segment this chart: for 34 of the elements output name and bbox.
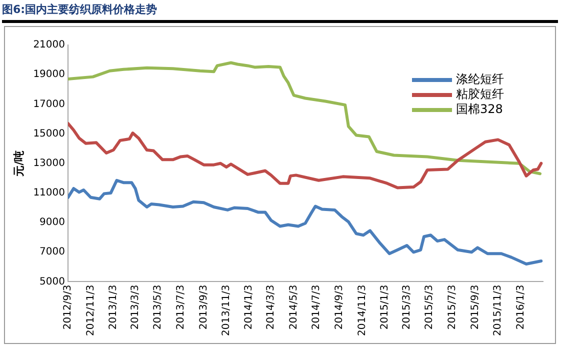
x-tick-label: 2016/1/3 — [515, 284, 526, 330]
x-tick-label: 2012/9/3 — [62, 284, 74, 330]
x-tick-label: 2014/5/3 — [288, 284, 300, 330]
x-tick-label: 2012/11/3 — [85, 284, 96, 336]
x-tick-label: 2014/3/3 — [266, 284, 277, 330]
x-tick-label: 2014/7/3 — [311, 284, 322, 330]
x-tick-label: 2015/3/3 — [401, 284, 412, 330]
x-tick-label: 2013/5/3 — [152, 284, 164, 330]
legend-label: 涤纶短纤 — [456, 71, 504, 88]
y-tick-label: 9000 — [40, 217, 66, 228]
y-tick-label: 19000 — [33, 69, 66, 80]
chart-title: 图6:国内主要纺织原料价格走势 — [2, 2, 158, 17]
y-tick-label: 13000 — [33, 158, 66, 169]
x-tick-label: 2015/11/3 — [492, 284, 504, 336]
legend-label: 国棉328 — [456, 101, 503, 118]
x-tick-label: 2013/11/3 — [221, 284, 232, 336]
legend-label: 粘胶短纤 — [456, 86, 504, 103]
x-tick-label: 2015/7/3 — [446, 284, 458, 330]
x-tick-label: 2013/1/3 — [108, 284, 119, 330]
y-tick-label: 15000 — [33, 128, 66, 140]
x-tick-label: 2013/3/3 — [130, 284, 141, 330]
x-tick-label: 2014/11/3 — [356, 284, 368, 336]
x-tick-label: 2015/5/3 — [424, 284, 436, 330]
x-tick-label: 2014/9/3 — [334, 284, 346, 330]
y-tick-label: 21000 — [33, 40, 66, 51]
y-tick-label: 7000 — [40, 246, 66, 258]
y-tick-label: 17000 — [33, 98, 66, 110]
x-tick-label: 2013/7/3 — [175, 284, 186, 330]
y-axis-title: 元/吨 — [12, 150, 26, 178]
x-tick-label: 2013/9/3 — [198, 284, 210, 330]
x-tick-label: 2015/9/3 — [470, 284, 481, 330]
y-tick-label: 11000 — [33, 188, 66, 199]
x-tick-label: 2015/1/3 — [380, 284, 391, 330]
x-tick-label: 2014/1/3 — [244, 284, 255, 330]
